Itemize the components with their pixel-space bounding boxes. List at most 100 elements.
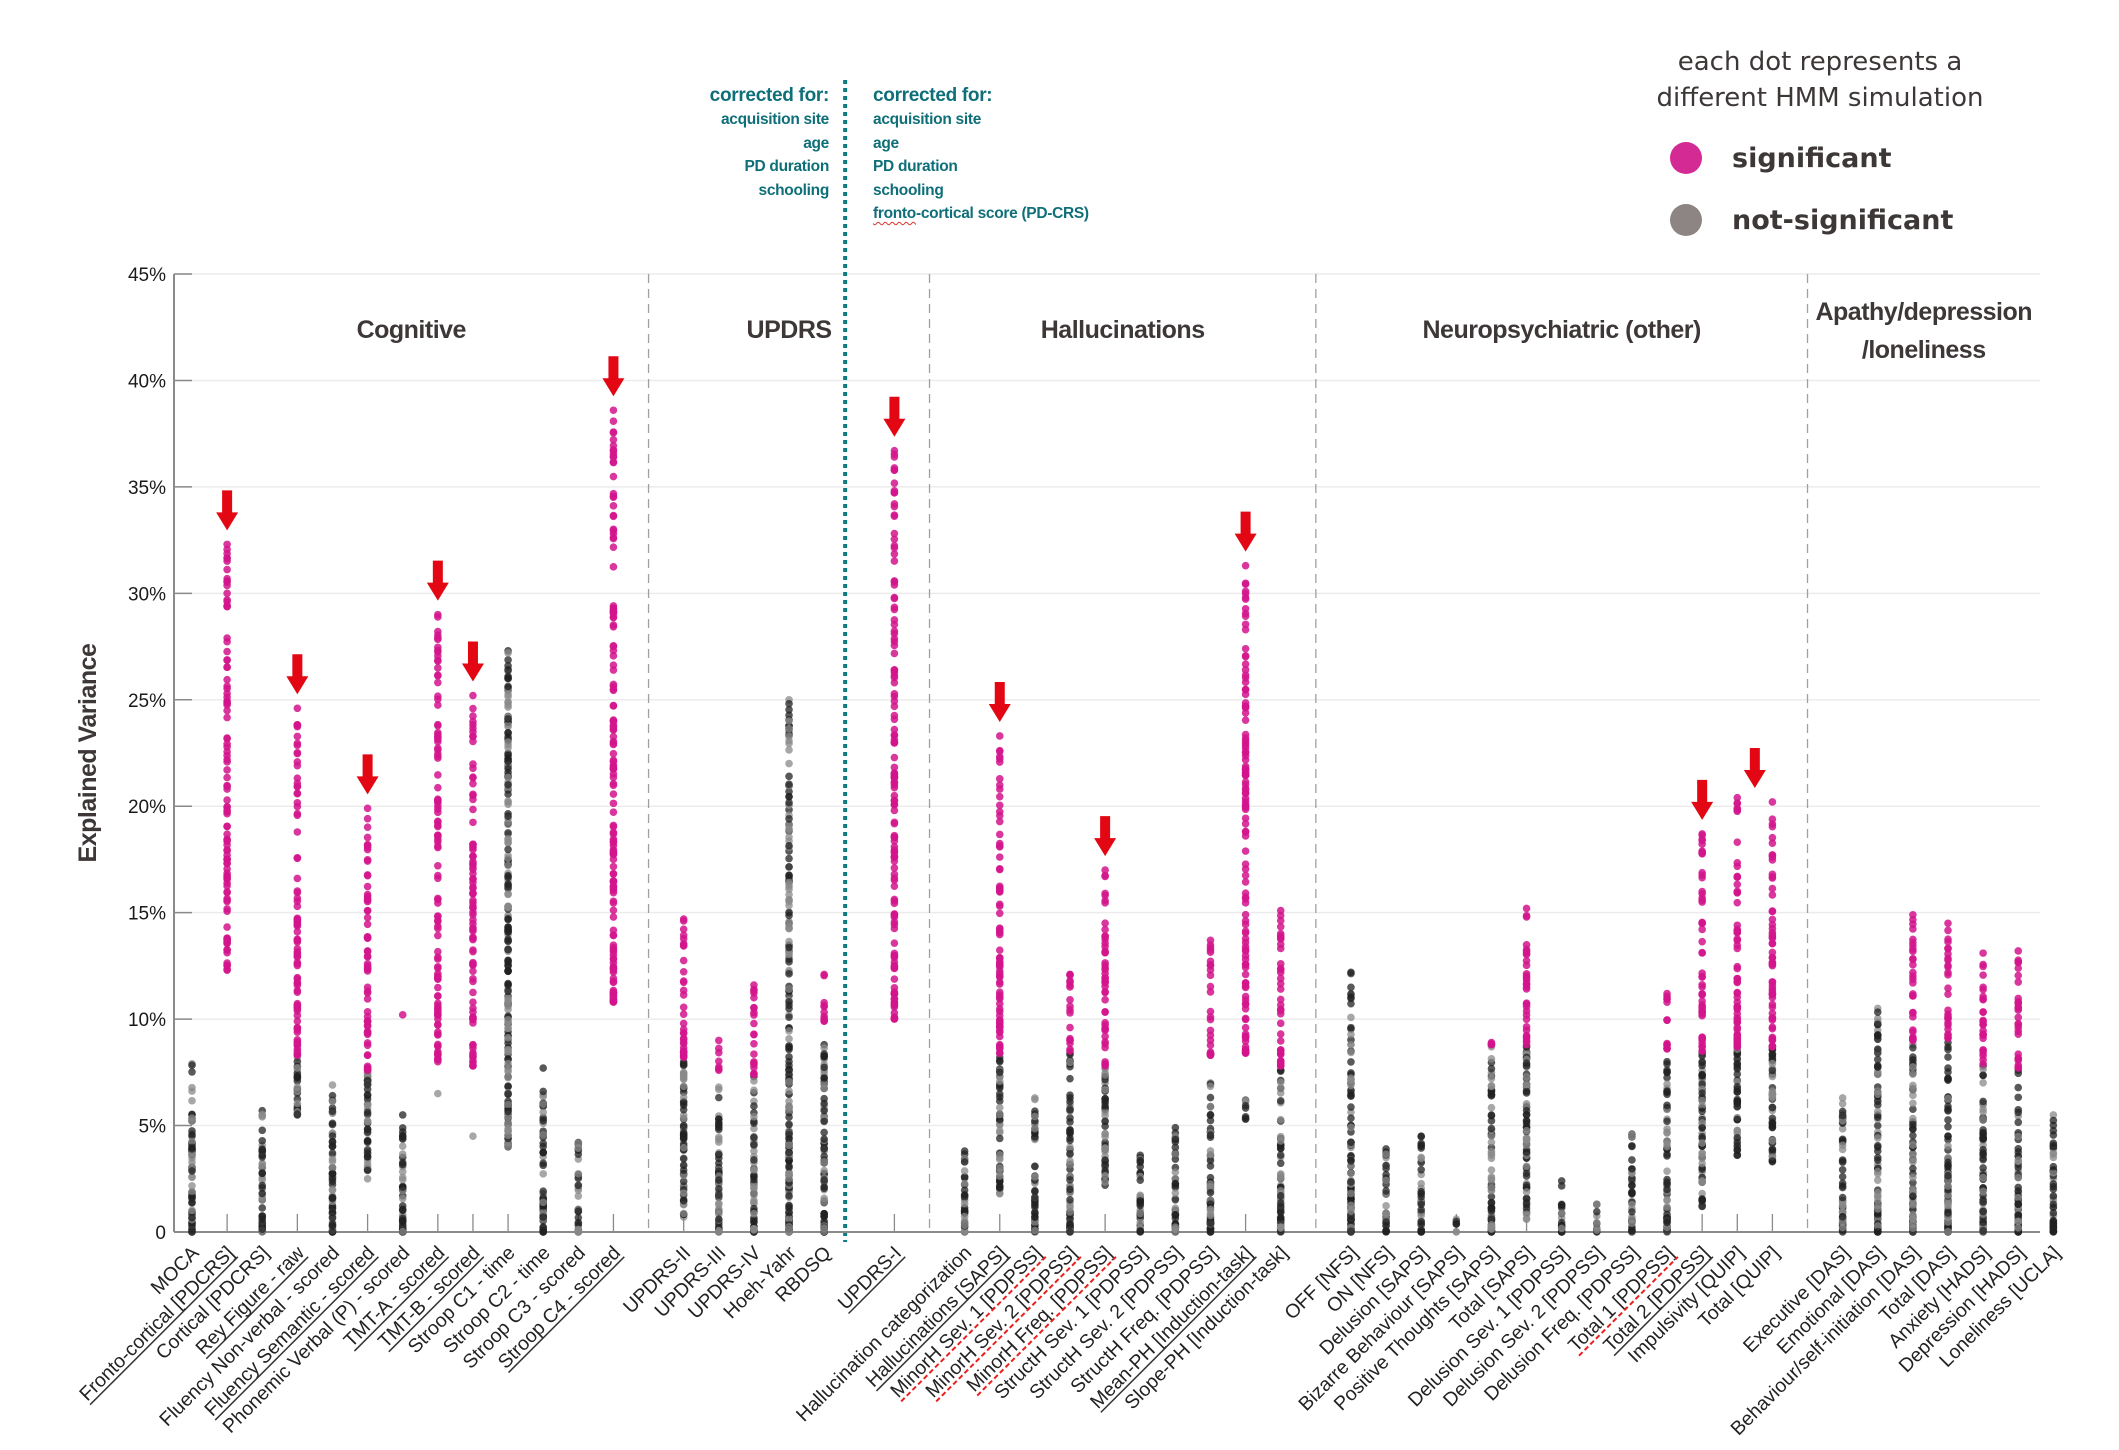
significant-dot [1944, 944, 1952, 953]
significant-dot [890, 690, 899, 698]
not-significant-dot [1276, 1159, 1285, 1168]
not-significant-dot [504, 945, 512, 954]
not-significant-dot [504, 902, 512, 911]
correction-left-item: age [803, 134, 829, 152]
not-significant-dot [188, 1068, 196, 1076]
significant-dot [293, 894, 302, 903]
not-significant-dot [785, 798, 793, 807]
significant-dot [890, 594, 899, 603]
not-significant-dot [328, 1155, 337, 1164]
not-significant-dot [504, 1089, 512, 1098]
significant-dot [1241, 1023, 1250, 1032]
not-significant-dot [785, 717, 793, 725]
significant-dot [609, 702, 618, 710]
not-significant-dot [1382, 1161, 1390, 1170]
significant-dot [223, 637, 231, 646]
not-significant-dot [1944, 1064, 1952, 1072]
significant-dot [1241, 805, 1250, 814]
not-significant-dot [1276, 1151, 1285, 1159]
group-title: Apathy/depression [1815, 298, 2032, 326]
significant-dot [434, 613, 442, 621]
not-significant-dot [2014, 1183, 2023, 1192]
not-significant-dot [2049, 1126, 2058, 1135]
significant-dot [890, 450, 899, 459]
significant-dot [1733, 1042, 1742, 1051]
significant-dot [820, 1017, 828, 1025]
significant-dot [679, 1029, 688, 1037]
not-significant-dot [1206, 1188, 1215, 1197]
not-significant-dot [1276, 1078, 1285, 1087]
not-significant-dot [1101, 1071, 1109, 1079]
significant-dot [363, 934, 372, 942]
not-significant-dot [785, 787, 793, 796]
not-significant-dot [1487, 1147, 1496, 1156]
significant-dot [293, 1023, 302, 1032]
not-significant-dot [1066, 1106, 1074, 1114]
not-significant-dot [504, 1059, 512, 1068]
significant-dot [293, 922, 302, 930]
significant-dot [1241, 894, 1250, 903]
not-significant-dot [539, 1223, 547, 1231]
significant-dot [890, 616, 899, 624]
not-significant-dot [1347, 1023, 1355, 1032]
not-significant-dot [504, 835, 512, 843]
not-significant-dot [504, 829, 512, 837]
significant-dot [609, 862, 618, 871]
not-significant-dot [1101, 1108, 1109, 1116]
significant-dot [1768, 915, 1777, 924]
significant-dot [363, 1064, 372, 1072]
significant-dot [995, 792, 1004, 801]
not-significant-dot [539, 1130, 547, 1139]
not-significant-dot [1909, 1131, 1917, 1140]
not-significant-dot [960, 1228, 969, 1236]
correction-left-item: schooling [758, 181, 830, 199]
label-underline [205, 1256, 309, 1360]
significant-dot [293, 1040, 302, 1049]
not-significant-dot [960, 1191, 969, 1199]
not-significant-dot [504, 1045, 512, 1054]
not-significant-dot [504, 729, 512, 737]
significant-dot [1487, 1040, 1496, 1048]
group-title: UPDRS [747, 316, 832, 344]
not-significant-dot [1487, 1081, 1496, 1090]
not-significant-dot [2014, 1093, 2023, 1102]
significant-dot [890, 702, 899, 711]
significant-dot [434, 744, 442, 753]
not-significant-dot [1347, 1189, 1355, 1198]
significant-dot [609, 642, 618, 650]
significant-dot [434, 695, 442, 704]
not-significant-dot [574, 1144, 583, 1153]
significant-dot [890, 806, 899, 815]
significant-dot [434, 861, 442, 870]
not-significant-dot [1382, 1150, 1390, 1159]
significant-dot [434, 646, 442, 655]
not-significant-dot [1838, 1223, 1847, 1232]
not-significant-dot [1276, 1192, 1285, 1200]
significant-dot [995, 973, 1004, 981]
not-significant-dot [1031, 1212, 1039, 1221]
not-significant-dot [293, 1083, 302, 1091]
not-significant-dot [398, 1142, 407, 1150]
not-significant-dot [750, 1166, 758, 1174]
not-significant-dot [504, 1039, 512, 1047]
not-significant-dot [679, 1209, 688, 1218]
not-significant-dot [1944, 1094, 1952, 1103]
not-significant-dot [1347, 1114, 1355, 1122]
group-title: Neuropsychiatric (other) [1423, 316, 1702, 344]
not-significant-dot [328, 1194, 337, 1203]
significant-dot [1276, 944, 1285, 953]
not-significant-dot [1066, 1126, 1074, 1135]
significant-dot [469, 1062, 477, 1070]
spellcheck-flagged-word: fronto [873, 205, 916, 222]
not-significant-dot [504, 1082, 512, 1091]
significant-dot [1206, 1050, 1215, 1059]
significant-dot [1768, 1042, 1777, 1051]
not-significant-dot [715, 1215, 723, 1223]
not-significant-dot [1347, 1081, 1355, 1090]
significant-dot [995, 732, 1004, 740]
group-dividers [647, 80, 1809, 1242]
not-significant-dot [504, 1107, 512, 1116]
not-significant-dot [1171, 1214, 1180, 1223]
not-significant-dot [1031, 1162, 1039, 1171]
not-significant-dot [504, 961, 512, 970]
